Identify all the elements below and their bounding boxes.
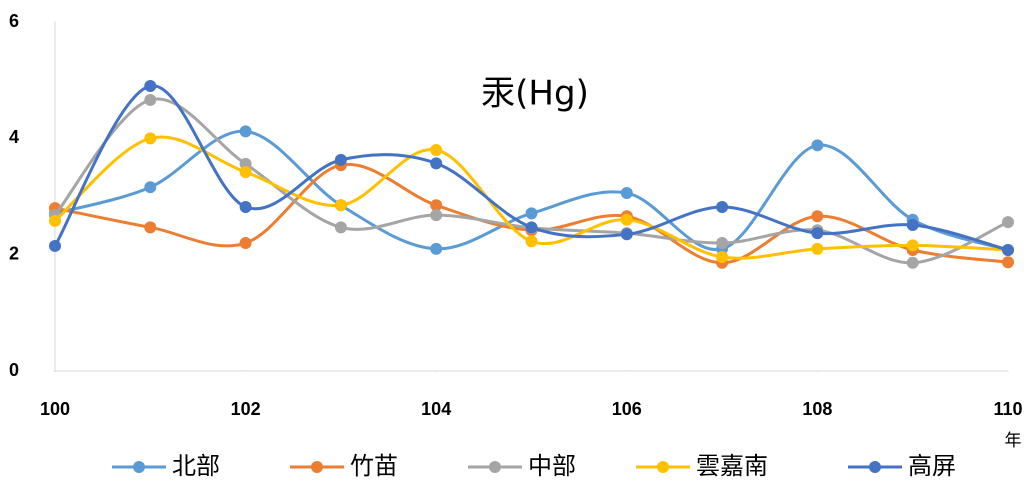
data-point — [811, 242, 824, 255]
data-point — [620, 213, 633, 226]
series-line — [53, 84, 1009, 252]
data-point — [239, 200, 252, 213]
legend-label: 北部 — [172, 452, 220, 480]
data-point — [334, 153, 347, 166]
data-point — [49, 214, 61, 227]
data-point — [49, 239, 61, 252]
y-tick-label: 0 — [9, 360, 19, 380]
data-point — [430, 199, 443, 212]
data-point — [620, 187, 633, 200]
data-point — [144, 79, 157, 92]
data-point — [811, 139, 824, 152]
y-tick-label: 2 — [9, 243, 19, 263]
data-point — [430, 209, 443, 222]
data-point — [1002, 256, 1014, 269]
data-point — [1002, 216, 1014, 229]
data-point — [811, 227, 824, 240]
x-tick-label: 100 — [40, 399, 70, 419]
data-point — [811, 210, 824, 223]
data-point — [334, 221, 347, 234]
data-point — [430, 143, 443, 156]
legend-label: 雲嘉南 — [696, 452, 768, 480]
data-point — [620, 228, 633, 241]
data-point — [334, 199, 347, 212]
data-point — [144, 221, 157, 234]
data-point — [906, 239, 919, 252]
data-point — [716, 200, 729, 213]
x-axis-label: 年 — [1005, 431, 1022, 451]
data-point — [525, 207, 538, 220]
data-point — [239, 166, 252, 179]
x-tick-label: 108 — [802, 399, 832, 419]
legend-swatch-marker — [869, 461, 881, 473]
chart-title: 汞(Hg) — [481, 74, 589, 114]
data-point — [1002, 244, 1014, 257]
legend-label: 中部 — [528, 452, 576, 480]
y-tick-label: 4 — [9, 127, 19, 147]
x-tick-label: 104 — [421, 399, 451, 419]
x-tick-label: 110 — [993, 399, 1022, 419]
data-point — [525, 221, 538, 234]
data-point — [144, 132, 157, 145]
data-point — [144, 93, 157, 106]
x-tick-label: 106 — [612, 399, 642, 419]
legend-swatch-marker — [657, 461, 669, 473]
legend-swatch-marker — [133, 461, 145, 473]
data-point — [525, 235, 538, 248]
data-point — [430, 157, 443, 170]
data-point — [716, 237, 729, 250]
data-point — [144, 181, 157, 194]
x-tick-label: 102 — [231, 399, 261, 419]
series-line — [54, 135, 1009, 260]
legend-swatch-marker — [311, 461, 323, 473]
data-point — [430, 242, 443, 255]
data-point — [906, 256, 919, 269]
data-point — [906, 219, 919, 232]
data-point — [239, 237, 252, 250]
legend-swatch-marker — [489, 461, 501, 473]
data-point — [239, 125, 252, 138]
y-tick-label: 6 — [9, 11, 19, 31]
series-line — [53, 97, 1009, 265]
legend-label: 竹苗 — [350, 452, 398, 480]
legend-label: 高屏 — [908, 452, 956, 480]
data-point — [716, 250, 729, 263]
